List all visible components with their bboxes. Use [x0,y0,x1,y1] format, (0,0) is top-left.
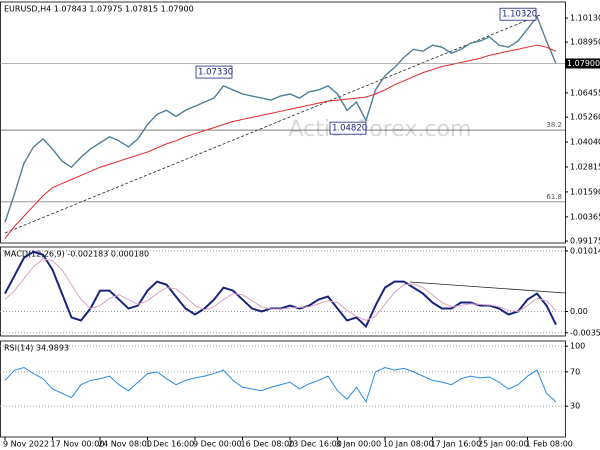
panel-title: MACD(12,26,9) -0.002183 0.000180 [4,250,149,259]
annotation-label: 1.10320 [502,10,537,20]
trend-line [409,281,566,294]
y-tick-label: 30 [570,402,580,411]
annotation-box [499,7,537,21]
watermark: ActionForex.com [289,117,472,142]
x-tick-label: 25 Jan 00:00 [478,440,529,449]
series-line [4,258,557,322]
panel-title: EURUSD,H4 1.07843 1.07975 1.07815 1.0790… [4,5,194,14]
y-tick-label: 1.05260 [570,113,600,122]
series-line [4,367,557,404]
y-tick-label: -0.003563 [570,328,600,337]
y-tick-label: 0.00 [570,307,588,316]
level-label: 38.2 [546,121,562,129]
x-tick-label: 24 Nov 08:00 [98,440,152,449]
panel-title: RSI(14) 34.9893 [4,344,69,353]
y-tick-label: 1.08950 [570,38,600,47]
annotation-box [329,121,367,135]
annotation-label: 1.04820 [332,124,367,134]
y-tick-label: 1.01590 [570,187,600,196]
y-tick-label: 0.99175 [570,237,600,246]
y-tick-label: 1.10130 [570,14,600,23]
trend-line [4,14,541,234]
annotation-box [195,65,233,79]
panel-frame [0,1,566,244]
x-tick-label: 9 Nov 2022 [3,440,49,449]
series-line [4,15,557,223]
y-tick-label: 1.04040 [570,138,600,147]
level-label: 61.8 [546,193,562,201]
y-tick-label: 1.06455 [570,88,600,97]
series-line [4,250,557,329]
price-label: 1.07900 [567,59,600,68]
x-tick-label: 16 Dec 08:00 [241,440,295,449]
x-tick-label: 9 Dec 00:00 [193,440,242,449]
x-tick-label: 17 Jan 16:00 [431,440,482,449]
annotation-label: 1.07330 [198,68,233,78]
x-tick-label: 3 Jan 00:00 [336,440,382,449]
y-tick-label: 100 [570,342,585,351]
x-tick-label: 10 Jan 08:00 [383,440,434,449]
y-tick-label: 1.00365 [570,212,600,221]
panel-frame [0,340,566,438]
x-tick-label: 17 Nov 00:00 [51,440,105,449]
y-tick-label: 70 [570,367,580,376]
y-tick-label: 1.02815 [570,162,600,171]
series-line [4,44,557,239]
x-tick-label: 1 Feb 08:00 [526,440,573,449]
x-tick-label: 1 Dec 16:00 [146,440,195,449]
panel-frame [0,246,566,337]
x-tick-label: 23 Dec 16:00 [288,440,342,449]
y-tick-label: 0.010145 [570,246,600,255]
price-box [565,58,600,69]
